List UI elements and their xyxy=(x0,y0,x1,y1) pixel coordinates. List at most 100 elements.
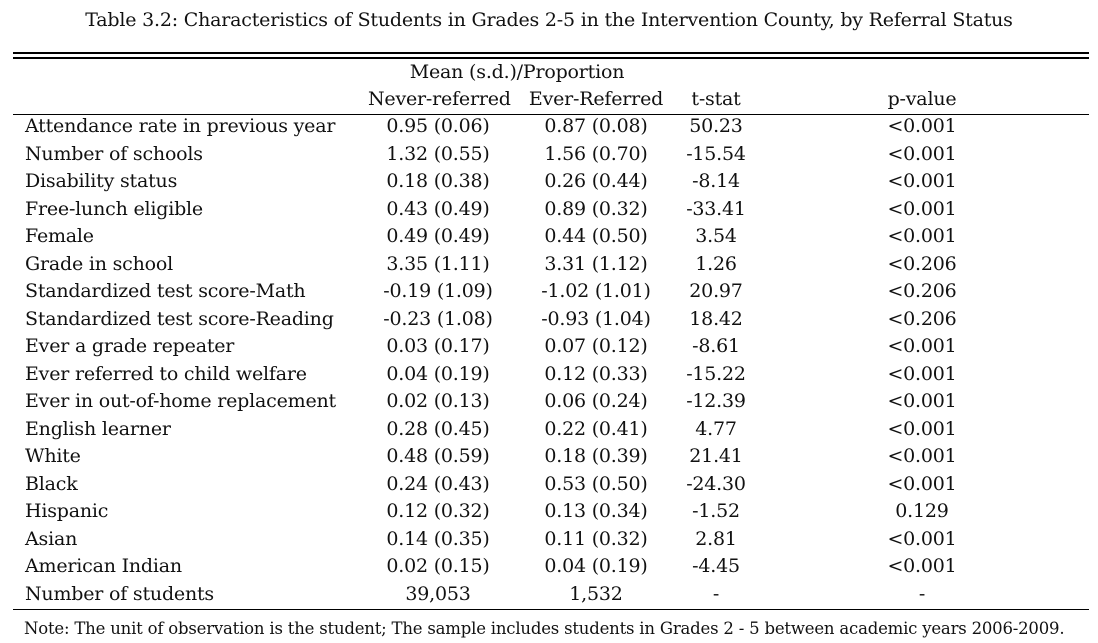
p-value-value: - xyxy=(918,582,926,605)
t-stat-value: -15.54 xyxy=(686,142,746,165)
row-label: Ever in out-of-home replacement xyxy=(25,390,336,412)
column-header-never-referred: Never-referred xyxy=(368,88,511,110)
table-row: Standardized test score-Reading -0.23 (1.… xyxy=(0,306,1098,334)
never-referred-value: 0.24 (0.43) xyxy=(386,472,490,495)
row-label: Female xyxy=(25,225,94,247)
row-label: Asian xyxy=(25,527,78,550)
never-referred-value: 0.49 (0.49) xyxy=(386,225,490,247)
t-stat-value: -8.14 xyxy=(692,170,740,192)
t-stat-value: -8.61 xyxy=(692,335,740,357)
ever-referred-value: 0.11 (0.32) xyxy=(544,527,648,550)
never-referred-value: 0.04 (0.19) xyxy=(386,362,490,385)
row-label: Disability status xyxy=(25,170,178,192)
t-stat-value: 20.97 xyxy=(689,280,743,302)
p-value-value: <0.001 xyxy=(887,225,957,247)
t-stat-value: 4.77 xyxy=(695,417,737,440)
table-row: White 0.48 (0.59) 0.18 (0.39) 21.41 <0.001 xyxy=(0,443,1098,471)
ever-referred-value: 0.07 (0.12) xyxy=(544,335,648,357)
table-row: Female 0.49 (0.49) 0.44 (0.50) 3.54 <0.001 xyxy=(0,223,1098,251)
p-value-value: <0.001 xyxy=(887,170,957,192)
never-referred-value: 0.28 (0.45) xyxy=(386,417,490,440)
never-referred-value: 0.95 (0.06) xyxy=(386,115,490,137)
ever-referred-value: 3.31 (1.12) xyxy=(544,252,648,275)
row-label: Standardized test score-Reading xyxy=(25,307,334,330)
t-stat-value: 2.81 xyxy=(695,527,737,550)
table-note: Note: The unit of observation is the stu… xyxy=(24,619,1065,638)
t-stat-value: -24.30 xyxy=(686,472,746,495)
never-referred-value: 0.02 (0.15) xyxy=(386,555,490,577)
row-label: Ever referred to child welfare xyxy=(25,362,307,385)
table-row: English learner 0.28 (0.45) 0.22 (0.41) 4.7… xyxy=(0,416,1098,444)
row-label: White xyxy=(25,445,81,467)
table-row: Ever a grade repeater 0.03 (0.17) 0.07 (0.… xyxy=(0,333,1098,361)
table-row: Free-lunch eligible 0.43 (0.49) 0.89 (0.32… xyxy=(0,196,1098,224)
t-stat-value: - xyxy=(712,582,720,605)
ever-referred-value: 1.56 (0.70) xyxy=(544,142,648,165)
t-stat-value: 18.42 xyxy=(689,307,743,330)
table-row: Attendance rate in previous year 0.95 (0.… xyxy=(0,113,1098,141)
group-header-mean-sd: Mean (s.d.)/Proportion xyxy=(409,61,625,83)
p-value-value: <0.001 xyxy=(887,335,957,357)
never-referred-value: 0.43 (0.49) xyxy=(386,197,490,220)
ever-referred-value: 0.06 (0.24) xyxy=(544,390,648,412)
table-row: Ever in out-of-home replacement 0.02 (0.1… xyxy=(0,388,1098,416)
table-row: Number of students 39,053 1,532 - - xyxy=(0,581,1098,609)
t-stat-value: 1.26 xyxy=(695,252,737,275)
never-referred-value: -0.19 (1.09) xyxy=(383,280,493,302)
column-header-t-stat: t-stat xyxy=(691,88,741,110)
ever-referred-value: -1.02 (1.01) xyxy=(541,280,651,302)
p-value-value: 0.129 xyxy=(895,500,949,522)
row-label: English learner xyxy=(25,417,171,440)
bottom-rule xyxy=(13,609,1089,610)
row-label: Hispanic xyxy=(25,500,109,522)
p-value-value: <0.206 xyxy=(887,307,957,330)
p-value-value: <0.001 xyxy=(887,472,957,495)
top-rule-outer xyxy=(13,52,1089,54)
t-stat-value: 3.54 xyxy=(695,225,737,247)
row-label: Number of students xyxy=(25,582,214,605)
t-stat-value: -33.41 xyxy=(686,197,746,220)
never-referred-value: 3.35 (1.11) xyxy=(386,252,490,275)
p-value-value: <0.001 xyxy=(887,555,957,577)
t-stat-value: -1.52 xyxy=(692,500,740,522)
never-referred-value: 1.32 (0.55) xyxy=(386,142,490,165)
table-row: Black 0.24 (0.43) 0.53 (0.50) -24.30 <0.001 xyxy=(0,471,1098,499)
row-label: Free-lunch eligible xyxy=(25,197,203,220)
column-header-p-value: p-value xyxy=(887,88,957,110)
table-row: Asian 0.14 (0.35) 0.11 (0.32) 2.81 <0.001 xyxy=(0,526,1098,554)
never-referred-value: 39,053 xyxy=(405,582,471,605)
never-referred-value: 0.12 (0.32) xyxy=(386,500,490,522)
table-row: Standardized test score-Math -0.19 (1.09)… xyxy=(0,278,1098,306)
header-rule xyxy=(13,114,1089,115)
p-value-value: <0.001 xyxy=(887,115,957,137)
row-label: Number of schools xyxy=(25,142,203,165)
p-value-value: <0.206 xyxy=(887,252,957,275)
p-value-value: <0.206 xyxy=(887,280,957,302)
row-label: American Indian xyxy=(25,555,182,577)
table-row: Hispanic 0.12 (0.32) 0.13 (0.34) -1.52 0.129 xyxy=(0,498,1098,526)
p-value-value: <0.001 xyxy=(887,142,957,165)
row-label: Standardized test score-Math xyxy=(25,280,306,302)
t-stat-value: 50.23 xyxy=(689,115,743,137)
ever-referred-value: 0.87 (0.08) xyxy=(544,115,648,137)
table-row: Ever referred to child welfare 0.04 (0.19… xyxy=(0,361,1098,389)
row-label: Grade in school xyxy=(25,252,173,275)
t-stat-value: -15.22 xyxy=(686,362,746,385)
t-stat-value: -4.45 xyxy=(692,555,740,577)
ever-referred-value: 0.04 (0.19) xyxy=(544,555,648,577)
ever-referred-value: 0.53 (0.50) xyxy=(544,472,648,495)
ever-referred-value: 0.89 (0.32) xyxy=(544,197,648,220)
table-row: Disability status 0.18 (0.38) 0.26 (0.44) -… xyxy=(0,168,1098,196)
ever-referred-value: 1,532 xyxy=(569,582,623,605)
ever-referred-value: 0.44 (0.50) xyxy=(544,225,648,247)
characteristics-table-body: Attendance rate in previous year 0.95 (0.… xyxy=(0,113,1098,608)
table-caption: Table 3.2: Characteristics of Students i… xyxy=(85,9,1013,31)
ever-referred-value: 0.22 (0.41) xyxy=(544,417,648,440)
ever-referred-value: 0.13 (0.34) xyxy=(544,500,648,522)
never-referred-value: 0.18 (0.38) xyxy=(386,170,490,192)
ever-referred-value: 0.26 (0.44) xyxy=(544,170,648,192)
ever-referred-value: -0.93 (1.04) xyxy=(541,307,651,330)
table-row: Number of schools 1.32 (0.55) 1.56 (0.70) -… xyxy=(0,141,1098,169)
ever-referred-value: 0.12 (0.33) xyxy=(544,362,648,385)
row-label: Ever a grade repeater xyxy=(25,335,235,357)
